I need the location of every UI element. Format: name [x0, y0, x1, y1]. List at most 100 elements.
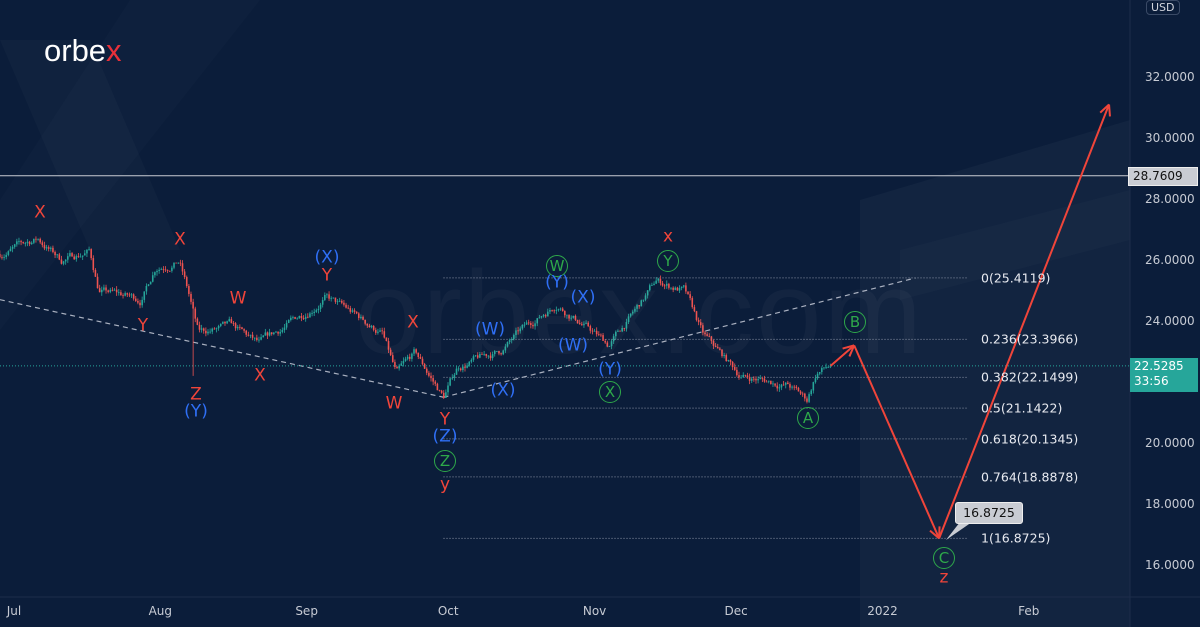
candle-body [60, 259, 63, 264]
currency-label[interactable]: USD [1146, 0, 1180, 15]
candle-body [421, 358, 424, 364]
candle-body [432, 378, 434, 382]
time-tick-label: Jul [6, 604, 21, 618]
candle-body [551, 310, 553, 311]
wave-label: Y [321, 265, 333, 286]
fibonacci-levels[interactable] [443, 277, 968, 539]
candle-body [521, 324, 524, 329]
candle-body [485, 354, 488, 356]
candle-body [801, 393, 804, 395]
candle-body [742, 374, 745, 378]
candle-body [731, 361, 734, 368]
candle-body [483, 354, 485, 355]
candle-body [693, 307, 696, 312]
candle-body [128, 294, 131, 296]
candle-body [347, 307, 349, 309]
candle-body [663, 285, 666, 287]
candle-body [736, 369, 738, 376]
candle-body [729, 360, 732, 362]
candle-body [411, 353, 413, 359]
candle-body [682, 285, 685, 287]
candle-body [313, 311, 315, 314]
candle-body [504, 346, 507, 351]
candle-body [64, 259, 67, 262]
candle-body [285, 322, 288, 328]
candle-body [185, 277, 188, 287]
candle-body [241, 327, 243, 330]
candle-body [799, 391, 802, 394]
candle-body [402, 361, 405, 364]
candle-body [631, 311, 634, 314]
candle-body [725, 355, 728, 362]
candle-body [249, 334, 252, 336]
candle-body [576, 319, 579, 324]
candle-body [791, 386, 793, 388]
candle-body [84, 253, 86, 256]
candle-body [636, 305, 638, 309]
candle-body [28, 241, 31, 245]
wave-label: A [797, 407, 819, 429]
candle-body [825, 367, 827, 368]
candle-body [767, 380, 770, 382]
candle-body [194, 308, 197, 319]
candle-body [534, 323, 536, 327]
candle-body [493, 351, 496, 355]
candle-body [612, 336, 615, 342]
candle-body [449, 378, 451, 386]
candle-body [75, 256, 78, 260]
candle-body [213, 328, 216, 330]
candle-body [423, 363, 426, 369]
wave-label: W [546, 255, 568, 277]
candle-body [459, 368, 462, 371]
candle-body [67, 256, 69, 260]
candles [0, 236, 832, 404]
candle-body [22, 242, 25, 244]
price-tick-label: 16.0000 [1145, 558, 1195, 572]
candle-body [561, 308, 564, 312]
candle-body [132, 294, 135, 299]
candle-body [398, 365, 400, 369]
price-tick-label: 20.0000 [1145, 436, 1195, 450]
candle-body [3, 257, 5, 258]
fib-level-label: 0.618(20.1345) [981, 431, 1079, 447]
time-axis[interactable]: Jul Aug Sep Oct Nov Dec 2022 Feb [6, 604, 1040, 618]
candle-body [532, 324, 534, 327]
candle-body [598, 334, 600, 336]
candle-body [124, 293, 126, 296]
wave-label: (X) [490, 380, 516, 401]
candle-body [823, 367, 825, 369]
horizontal-line[interactable] [0, 175, 1130, 367]
candle-body [496, 351, 498, 352]
candle-body [782, 384, 785, 386]
candle-body [394, 362, 396, 367]
candle-body [171, 267, 173, 271]
candle-body [587, 322, 589, 327]
candle-body [568, 314, 570, 319]
candle-body [230, 319, 233, 324]
candle-body [740, 377, 742, 379]
candle-countdown: 33:56 [1134, 374, 1169, 388]
candle-body [523, 324, 526, 326]
candle-body [279, 331, 282, 334]
candle-body [434, 381, 437, 384]
time-tick-label: Feb [1018, 604, 1039, 618]
candle-body [778, 387, 781, 389]
candle-body [336, 301, 339, 303]
candle-body [566, 314, 568, 316]
candle-body [787, 382, 789, 385]
candle-body [50, 247, 52, 249]
wave-label: C [933, 547, 955, 569]
trendlines[interactable] [0, 277, 916, 398]
candle-body [668, 283, 670, 288]
candle-body [513, 334, 515, 340]
projection-arrows[interactable] [829, 103, 1111, 540]
candle-body [156, 270, 158, 273]
candle-body [198, 324, 201, 330]
candle-body [440, 390, 443, 393]
logo-text: orbe [44, 33, 107, 68]
candle-body [270, 332, 273, 334]
time-tick-label: 2022 [867, 604, 898, 618]
candle-body [621, 327, 623, 332]
price-axis[interactable]: 16.0000 18.0000 20.0000 24.0000 26.0000 28.00… [1145, 70, 1195, 572]
